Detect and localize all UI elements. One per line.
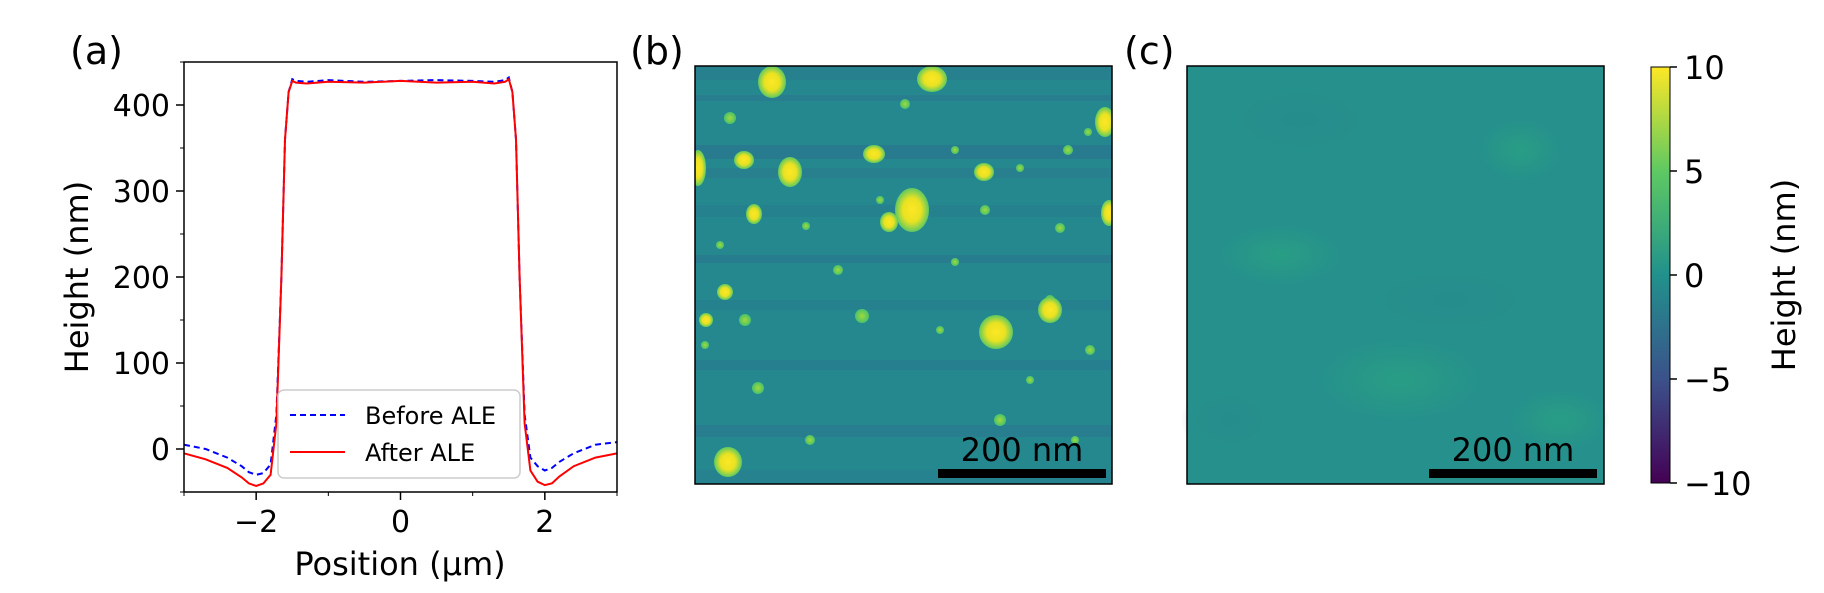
x-tick-label: −2 bbox=[234, 505, 278, 540]
scalebar-b bbox=[938, 469, 1106, 478]
y-tick-label: 0 bbox=[151, 433, 170, 468]
y-tick-label: 200 bbox=[113, 261, 170, 296]
colorbar-tick-label: 0 bbox=[1684, 257, 1704, 295]
colorbar-gradient bbox=[1650, 66, 1671, 484]
legend-box bbox=[277, 389, 521, 479]
series-line-after-ale bbox=[184, 77, 617, 488]
afm-image-before: 200 nm bbox=[694, 65, 1113, 485]
x-axis-label: Position (μm) bbox=[294, 545, 505, 583]
legend-label-before: Before ALE bbox=[365, 402, 496, 430]
colorbar-tick-label: 10 bbox=[1684, 49, 1725, 87]
y-tick-label: 100 bbox=[113, 347, 170, 382]
legend: Before ALE After ALE bbox=[277, 389, 521, 479]
colorbar-ticks bbox=[1670, 66, 1677, 484]
colorbar-tick-label: −10 bbox=[1684, 465, 1752, 503]
colorbar-tick-label: 5 bbox=[1684, 153, 1704, 191]
afm-after-frame bbox=[1186, 65, 1605, 485]
x-tick-label: 0 bbox=[391, 505, 410, 540]
scalebar-c-label: 200 nm bbox=[1452, 431, 1575, 469]
panel-a-label: (a) bbox=[70, 29, 123, 73]
y-axis-label: Height (nm) bbox=[58, 181, 96, 373]
panel-b-label: (b) bbox=[630, 29, 684, 73]
colorbar: 10 5 0 −5 −10 Height (nm) bbox=[1650, 49, 1803, 503]
scalebar-b-label: 200 nm bbox=[961, 431, 1084, 469]
panel-c-label: (c) bbox=[1124, 29, 1175, 73]
height-profile-chart: −2 0 2 0 100 200 300 400 Position (μm) Height (… bbox=[58, 61, 618, 583]
afm-before-frame bbox=[694, 65, 1113, 485]
colorbar-label: Height (nm) bbox=[1765, 179, 1803, 371]
x-tick-label: 2 bbox=[535, 505, 554, 540]
afm-image-after: 200 nm bbox=[1180, 65, 1610, 485]
colorbar-tick-label: −5 bbox=[1684, 361, 1731, 399]
legend-label-after: After ALE bbox=[365, 439, 475, 467]
y-tick-label: 400 bbox=[113, 89, 170, 124]
y-tick-label: 300 bbox=[113, 175, 170, 210]
scalebar-c bbox=[1429, 469, 1597, 478]
